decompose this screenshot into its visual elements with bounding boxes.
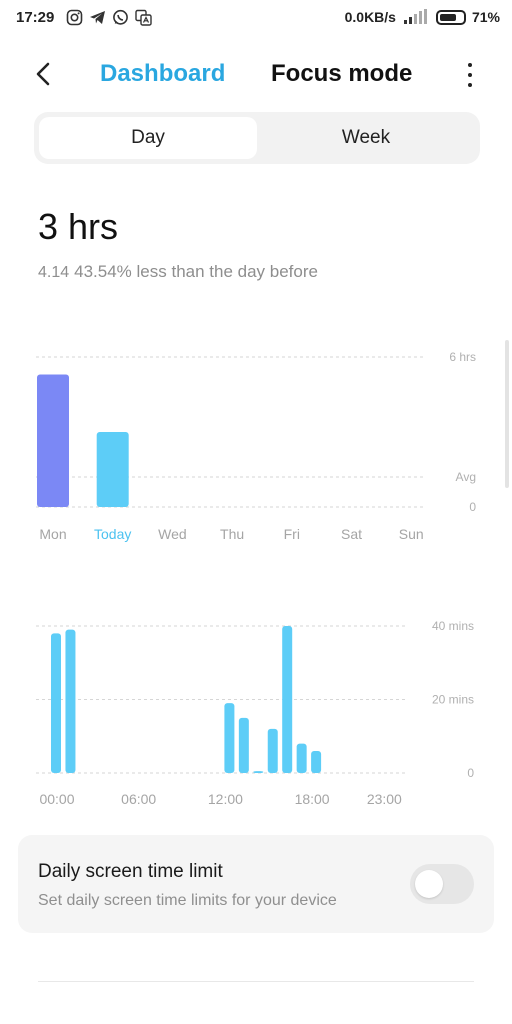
status-bar: 17:29 0.0KB/s 71% [0,0,512,36]
weekly-y-tick-label: 0 [469,500,476,514]
status-right: 0.0KB/s 71% [345,9,500,25]
battery-icon [435,9,466,25]
battery-percent: 71% [471,9,500,25]
hourly-x-label: 12:00 [208,791,243,807]
weekly-x-label: Mon [39,526,66,542]
hourly-x-label: 23:00 [367,791,402,807]
segment-week[interactable]: Week [341,127,391,148]
hourly-bar [296,743,307,773]
period-selector: Day Week [34,112,480,164]
hourly-x-label: 06:00 [121,791,156,807]
tab-focus-mode[interactable]: Focus mode [271,60,413,87]
hourly-bar [253,771,264,773]
more-options-button[interactable] [456,60,484,90]
more-dot-icon [468,63,472,67]
weekly-x-label: Today [94,526,131,542]
hourly-bar [224,703,235,773]
back-arrow-icon [36,62,50,86]
limit-title: Daily screen time limit [38,861,223,882]
signal-icon [403,9,427,24]
weekly-usage-chart: 6 hrs Avg 0 Mon Today Wed Thu Fri Sat Sun [36,350,476,542]
weekly-x-label: Sat [341,526,362,542]
weekly-x-label: Wed [158,526,187,542]
weekly-x-label: Thu [220,526,244,542]
daily-limit-card[interactable]: Daily screen time limit Set daily screen… [18,835,494,933]
hourly-y-tick-label: 40 mins [432,619,474,633]
hourly-bar [282,626,293,773]
app-header: Dashboard Focus mode [0,52,512,98]
hourly-x-label: 00:00 [39,791,74,807]
hourly-x-label: 18:00 [295,791,330,807]
divider [38,981,474,982]
translate-icon [135,9,152,26]
weekly-y-tick-label: Avg [456,470,476,484]
total-screen-time: 3 hrs [38,206,119,247]
battery-fill [439,13,456,21]
back-button[interactable] [28,58,60,90]
more-dot-icon [468,83,472,87]
weekly-y-tick-label: 6 hrs [449,350,476,364]
whatsapp-icon [113,9,128,25]
network-speed: 0.0KB/s [344,9,396,25]
weekly-bar-mon [37,374,69,507]
hourly-bar [267,728,278,773]
hourly-bar [311,750,322,773]
comparison-text: 43.54% less than the day before [74,262,318,281]
limit-toggle[interactable] [410,864,474,904]
instagram-icon [66,9,83,26]
notification-icons [66,9,152,26]
hourly-usage-chart: 40 mins 20 mins 0 00:00 06:00 12:00 18:00 23:00 [36,619,474,807]
comparison-line: 4.14 43.54% less than the day before [38,262,318,282]
scroll-indicator[interactable] [505,340,509,488]
hourly-y-tick-label: 20 mins [432,693,474,707]
tab-dashboard[interactable]: Dashboard [100,60,226,87]
weekly-bar-today [96,432,129,507]
weekly-x-label: Sun [399,526,424,542]
limit-subtitle: Set daily screen time limits for your de… [38,892,337,909]
hourly-y-tick-label: 0 [467,766,474,780]
hourly-bar [65,629,76,773]
toggle-knob [415,870,443,898]
more-dot-icon [468,73,472,77]
telegram-icon [90,11,105,24]
hourly-bar [238,717,249,773]
hourly-bar [51,633,61,773]
summary-date: 4.14 [38,264,70,281]
segment-day[interactable]: Day [39,117,257,159]
weekly-x-label: Fri [284,526,300,542]
status-time: 17:29 [16,9,55,26]
